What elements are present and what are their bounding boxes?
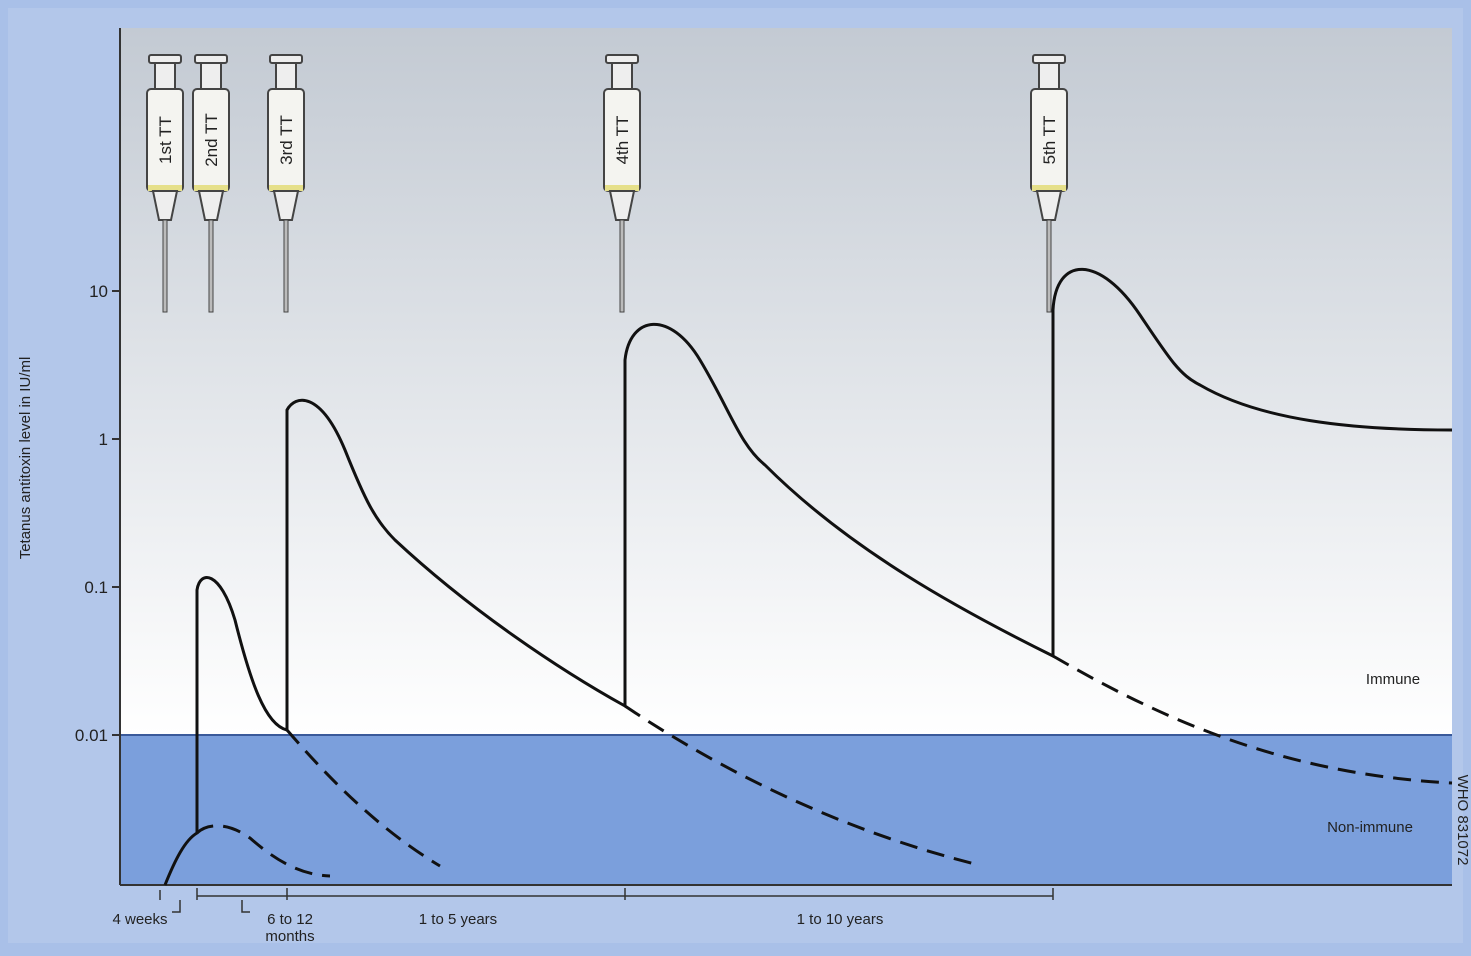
- plunger-cap: [269, 54, 303, 64]
- dose-label: 1st TT: [156, 116, 175, 164]
- needle: [1046, 219, 1052, 313]
- plunger-cap: [148, 54, 182, 64]
- antibody-curve: [163, 267, 1453, 886]
- dose-label: 4th TT: [613, 116, 632, 165]
- needle: [208, 219, 214, 313]
- liquid: [194, 185, 228, 191]
- liquid: [605, 185, 639, 191]
- hub: [608, 190, 636, 221]
- syringe: 1st TT: [146, 54, 184, 313]
- plunger-cap: [605, 54, 639, 64]
- plunger: [275, 62, 297, 90]
- syringe: 4th TT: [603, 54, 641, 313]
- non-immune-zone: [120, 735, 1452, 885]
- zone-label: Non-immune: [1327, 819, 1413, 836]
- needle: [619, 219, 625, 313]
- needle: [283, 219, 289, 313]
- immune-zone: [120, 28, 1452, 735]
- plunger: [611, 62, 633, 90]
- liquid: [269, 185, 303, 191]
- hub: [151, 190, 179, 221]
- liquid: [1032, 185, 1066, 191]
- dose-label: 2nd TT: [202, 113, 221, 167]
- y-tick-label: 0.01: [75, 726, 108, 745]
- figure-code: WHO 831072: [1454, 775, 1471, 866]
- interval-label: 4 weeks: [112, 911, 167, 928]
- hub: [272, 190, 300, 221]
- syringe: 5th TT: [1030, 54, 1068, 313]
- plunger: [200, 62, 222, 90]
- interval-label: 6 to 12 months: [265, 911, 314, 945]
- hub: [1035, 190, 1063, 221]
- y-tick-label: 1: [99, 430, 108, 449]
- waning-curves: [195, 654, 1453, 878]
- hub: [197, 190, 225, 221]
- dose-label: 5th TT: [1040, 116, 1059, 165]
- interval-label: 1 to 5 years: [419, 911, 497, 928]
- interval-label: 1 to 10 years: [797, 911, 884, 928]
- interval-brackets: [159, 888, 1054, 913]
- y-axis-label: Tetanus antitoxin level in IU/ml: [17, 357, 34, 560]
- plunger: [1038, 62, 1060, 90]
- dose-label: 3rd TT: [277, 115, 296, 165]
- plunger: [154, 62, 176, 90]
- plunger-cap: [194, 54, 228, 64]
- zone-label: Immune: [1366, 671, 1420, 688]
- syringe: 2nd TT: [192, 54, 230, 313]
- syringe: 3rd TT: [267, 54, 305, 313]
- needle: [162, 219, 168, 313]
- y-tick-label: 10: [89, 282, 108, 301]
- liquid: [148, 185, 182, 191]
- plunger-cap: [1032, 54, 1066, 64]
- y-tick-label: 0.1: [84, 578, 108, 597]
